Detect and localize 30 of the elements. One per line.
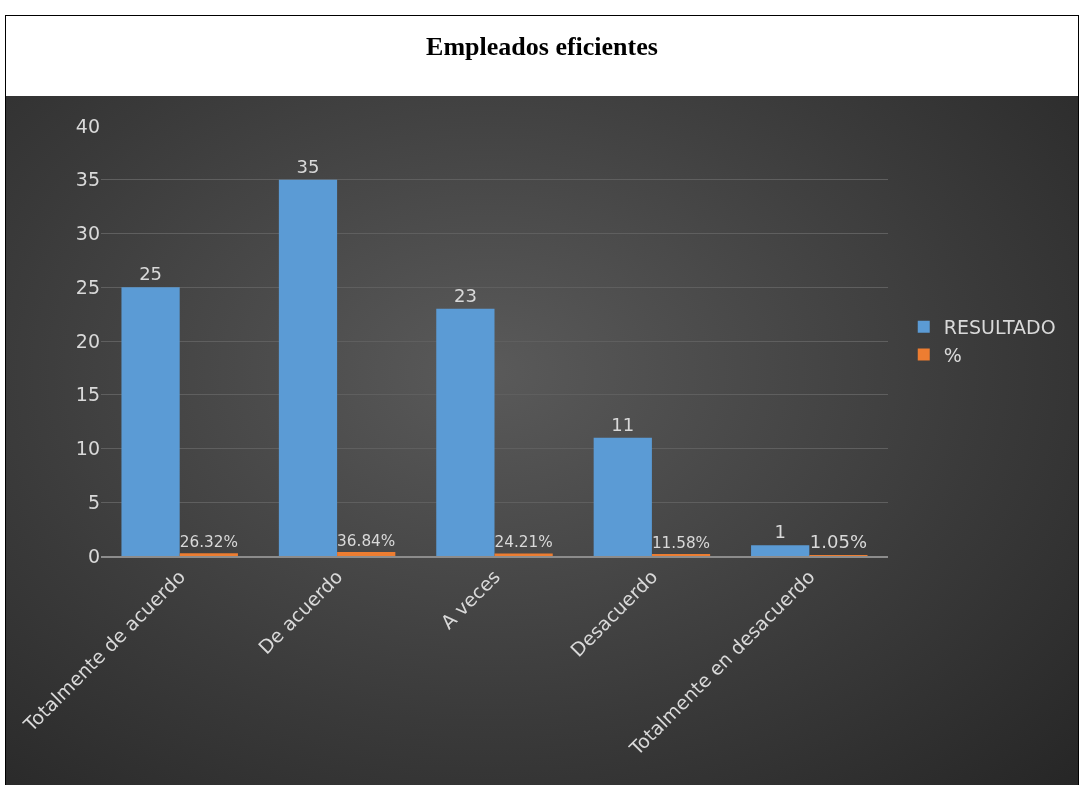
data-label: 35	[296, 155, 320, 177]
y-tick-label: 30	[75, 222, 100, 245]
legend-label: RESULTADO	[943, 316, 1056, 339]
y-tick-label: 35	[75, 168, 100, 191]
bar	[436, 308, 495, 556]
bar	[278, 179, 338, 556]
bar	[121, 287, 180, 556]
y-tick-label: 10	[75, 437, 100, 460]
legend-label: %	[943, 343, 962, 366]
data-label: 23	[453, 284, 477, 306]
y-tick-label: 40	[75, 114, 100, 137]
bar	[593, 437, 652, 556]
y-tick-label: 15	[75, 383, 100, 406]
data-label: 24.21%	[494, 533, 553, 552]
data-label: 25	[139, 263, 163, 285]
bar	[179, 553, 238, 556]
bar	[494, 553, 553, 556]
data-label: 1.05%	[809, 531, 868, 552]
data-label: 11	[611, 413, 635, 435]
bar	[751, 545, 810, 556]
data-label: 11.58%	[651, 533, 711, 552]
data-label: 26.32%	[179, 532, 238, 551]
data-label: 1	[774, 521, 786, 543]
y-tick-label: 20	[75, 329, 100, 352]
y-tick-label: 5	[87, 490, 100, 513]
chart-title: Empleados eficientes	[425, 32, 659, 62]
y-tick-label: 0	[87, 544, 100, 567]
data-label: 36.84%	[337, 531, 396, 550]
y-tick-label: 25	[75, 275, 100, 298]
bar	[337, 552, 396, 556]
